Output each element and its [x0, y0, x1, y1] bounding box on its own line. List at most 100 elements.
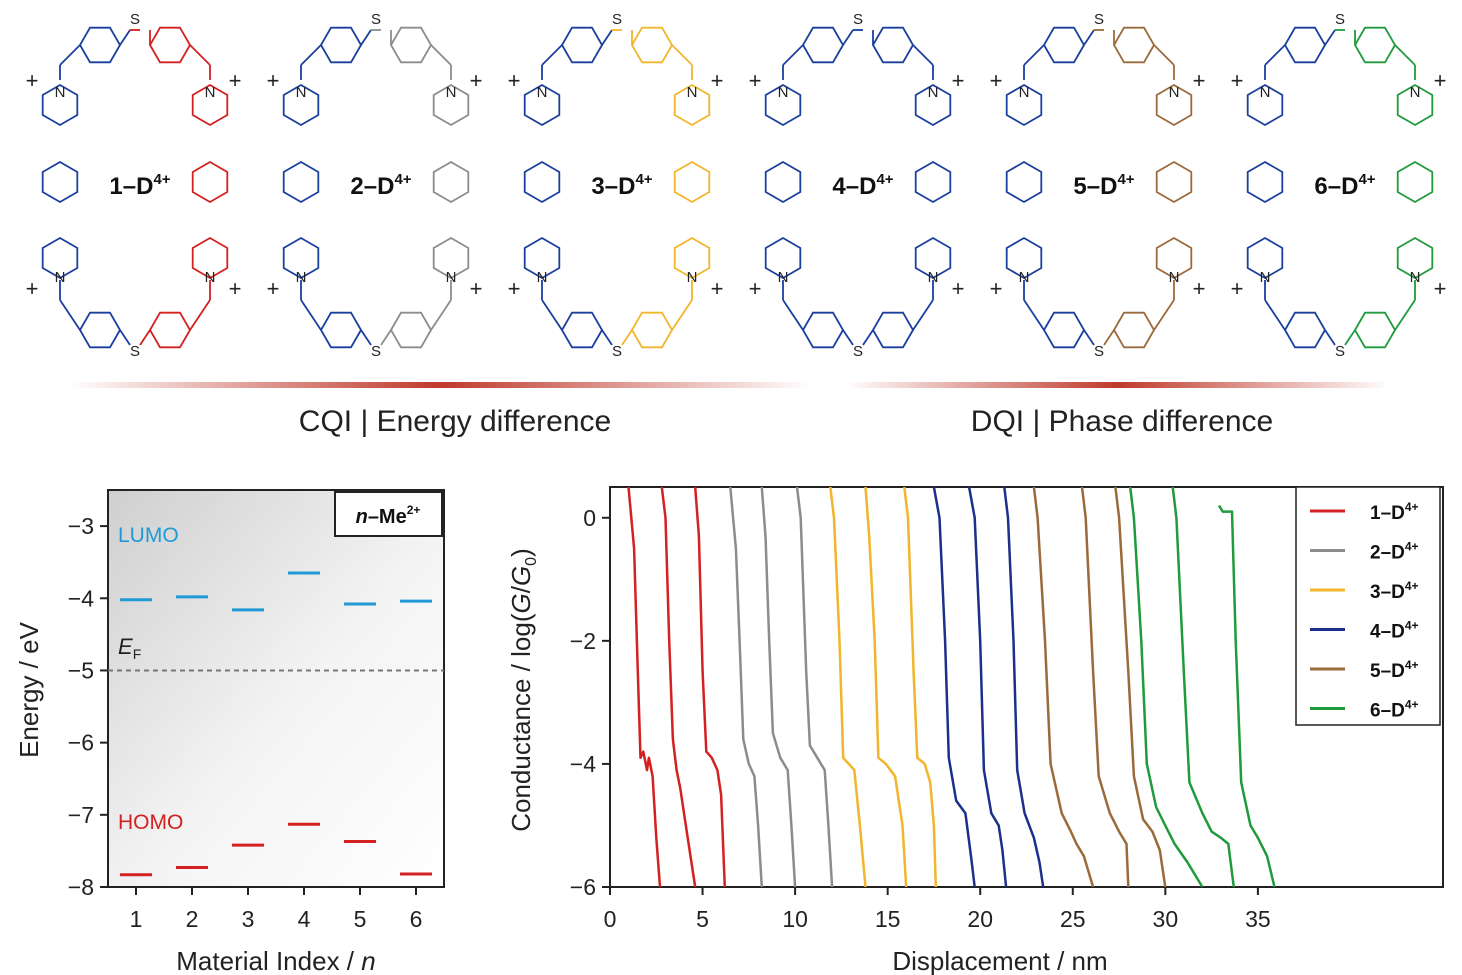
positive-charge: +: [749, 276, 762, 301]
positive-charge: +: [1231, 68, 1244, 93]
ch2-bond: [782, 299, 804, 331]
conductance-plot-area: [609, 486, 1444, 888]
phenyl-ring-bottom-right: [1112, 311, 1156, 349]
sulfur-atom-bottom: S: [371, 343, 381, 360]
nitrogen-atom: N: [928, 269, 939, 286]
molecule-3: S S N N + + N N + +3–D4+: [508, 11, 724, 360]
pyridinium-ring: [1246, 236, 1284, 280]
sulfur-atom-bottom: S: [612, 343, 622, 360]
nitrogen-atom: N: [1260, 84, 1271, 101]
molecular-schemes-panel: S S N N + + N N + +1–D4+ S S N N + + N N + +2–D4+ S S N N + + N N + +…: [26, 11, 1447, 438]
trace-3: [829, 487, 867, 887]
conductance-axes: 0 −2 −4 −6 0 5 10 15 20 25 30 35: [570, 505, 1271, 932]
bond-s-right: [862, 329, 874, 346]
positive-charge: +: [990, 68, 1003, 93]
fermi-main: E: [118, 634, 133, 659]
positive-charge: +: [26, 276, 39, 301]
nitrogen-atom: N: [1410, 84, 1421, 101]
phenyl-ring-top-right: [1112, 26, 1156, 64]
ch2-bond: [782, 44, 804, 66]
phenyl-ring: [282, 160, 320, 204]
x-tick-label: 20: [967, 906, 993, 932]
trace-2: [795, 487, 834, 887]
bond-s-left: [119, 29, 131, 46]
positive-charge: +: [267, 276, 280, 301]
x-tick-label: 6: [410, 906, 423, 932]
phenyl-ring-top-right: [630, 26, 674, 64]
bridge-ring: [1155, 160, 1193, 204]
phenyl-ring: [1005, 160, 1043, 204]
conductance-traces: [627, 487, 1276, 887]
positive-charge: +: [470, 68, 483, 93]
y-tick-label: −3: [68, 513, 94, 539]
lumo-label: LUMO: [118, 524, 179, 547]
trace-4: [932, 487, 976, 887]
phenyl-ring-top-left: [801, 26, 845, 64]
ch2-bond: [1153, 44, 1175, 66]
bond-s-left: [1083, 329, 1095, 346]
phenyl-ring-bottom-right: [630, 311, 674, 349]
y-tick-label: −8: [68, 874, 94, 900]
x-tick-label: 4: [298, 906, 311, 932]
y-tick-label: −6: [68, 730, 94, 756]
x-tick-label: 2: [186, 906, 199, 932]
conductance-legend-box: [1295, 486, 1441, 726]
phenyl-ring: [41, 160, 79, 204]
ch2-bond: [912, 299, 934, 331]
nitrogen-atom: N: [205, 269, 216, 286]
sulfur-atom-top: S: [1335, 11, 1345, 28]
pyridinium-ring: [914, 83, 952, 127]
positive-charge: +: [26, 68, 39, 93]
nitrogen-atom: N: [1410, 269, 1421, 286]
sulfur-atom-bottom: S: [853, 343, 863, 360]
nitrogen-atom: N: [205, 84, 216, 101]
trace-5: [1114, 487, 1167, 887]
legend-body: –Me: [368, 506, 407, 528]
ch2-bond: [1023, 44, 1045, 66]
legend-label-5: 5–D4+: [1370, 658, 1419, 682]
phenyl-ring: [523, 160, 561, 204]
x-tick-label: 5: [696, 906, 709, 932]
phenyl-ring: [764, 160, 802, 204]
bond-s-right: [1103, 329, 1115, 346]
ch2-bond: [541, 299, 563, 331]
nitrogen-atom: N: [446, 84, 457, 101]
y-tick-label: 0: [583, 505, 596, 531]
molecule-label: 2–D4+: [350, 171, 411, 200]
energy-axes: −3 −4 −5 −6 −7 −8 1 2 3 4 5 6: [68, 513, 423, 932]
pyridinium-ring: [1396, 83, 1434, 127]
nitrogen-atom: N: [687, 269, 698, 286]
pyridinium-ring: [432, 83, 470, 127]
homo-label: HOMO: [118, 811, 183, 834]
pyridinium-ring: [1155, 83, 1193, 127]
x-tick-label: 15: [875, 906, 901, 932]
pyridinium-ring: [673, 236, 711, 280]
nitrogen-atom: N: [1260, 269, 1271, 286]
phenyl-ring-bottom-left: [560, 311, 604, 349]
x-tick-label: 3: [242, 906, 255, 932]
positive-charge: +: [229, 68, 242, 93]
y-tick-label: −4: [68, 585, 94, 611]
ch2-bond: [541, 44, 563, 66]
bond-s-right: [380, 329, 392, 346]
x-tick-label: 5: [354, 906, 367, 932]
sulfur-atom-top: S: [612, 11, 622, 28]
pyridinium-ring: [523, 83, 561, 127]
nitrogen-atom: N: [537, 269, 548, 286]
molecule-structures: S S N N + + N N + +1–D4+ S S N N + + N N + +2–D4+ S S N N + + N N + +…: [26, 11, 1447, 360]
nitrogen-atom: N: [1169, 269, 1180, 286]
trace-6: [1171, 487, 1236, 887]
trace-3: [864, 487, 908, 887]
ch2-bond: [671, 299, 693, 331]
ch2-bond: [1264, 299, 1286, 331]
phenyl-ring-top-right: [389, 26, 433, 64]
x-tick-label: 30: [1153, 906, 1179, 932]
molecule-4: S S N N + + N N + +4–D4+: [749, 11, 965, 360]
x-tick-label: 1: [130, 906, 143, 932]
x-tick-label: 10: [782, 906, 808, 932]
positive-charge: +: [711, 276, 724, 301]
phenyl-ring: [1246, 160, 1284, 204]
nitrogen-atom: N: [778, 269, 789, 286]
legend-label-1: 1–D4+: [1370, 500, 1419, 524]
positive-charge: +: [952, 276, 965, 301]
